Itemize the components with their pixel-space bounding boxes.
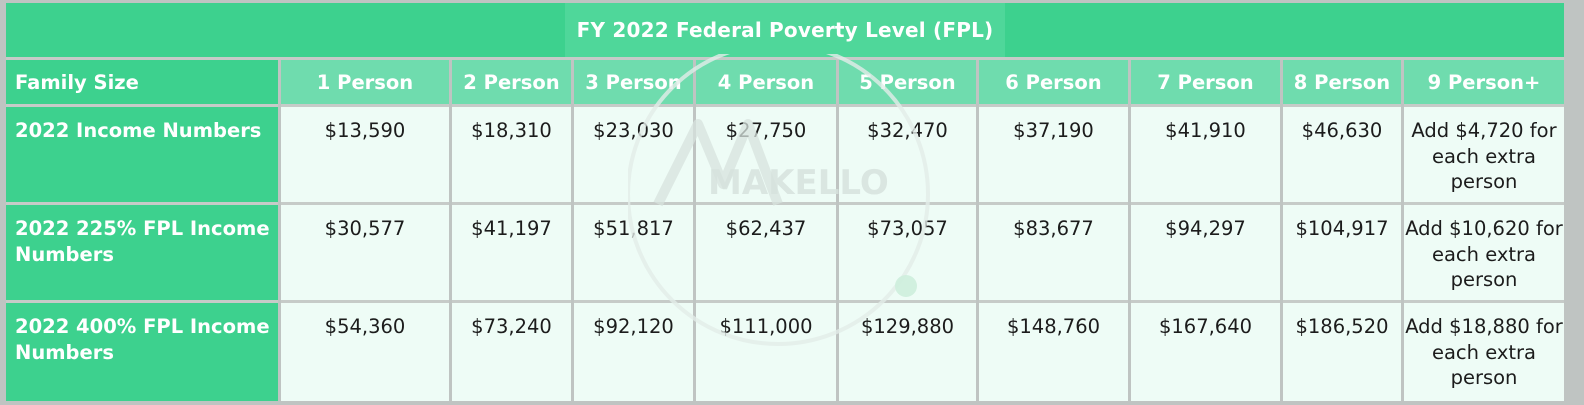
column-header-4: 4 Person	[696, 60, 836, 107]
table-cell: Add $10,620 for each extra person	[1404, 205, 1564, 303]
table-cell: $18,310	[452, 107, 571, 205]
table-row: 2022 400% FPL Income Numbers $54,360 $73…	[6, 303, 1564, 401]
table-cell: $83,677	[979, 205, 1128, 303]
table-cell: $186,520	[1283, 303, 1401, 401]
table-cell: $104,917	[1283, 205, 1401, 303]
column-header-6: 6 Person	[979, 60, 1128, 107]
column-header-5: 5 Person	[839, 60, 976, 107]
column-header-2: 2 Person	[452, 60, 571, 107]
table-cell: $54,360	[281, 303, 449, 401]
table-cell: $37,190	[979, 107, 1128, 205]
table-cell: $27,750	[696, 107, 836, 205]
table-cell: $23,030	[574, 107, 693, 205]
table-cell: $94,297	[1131, 205, 1280, 303]
table-cell: $41,910	[1131, 107, 1280, 205]
table-row: 2022 225% FPL Income Numbers $30,577 $41…	[6, 205, 1564, 303]
table-title-text: FY 2022 Federal Poverty Level (FPL)	[564, 3, 1006, 57]
table-cell: $92,120	[574, 303, 693, 401]
table-cell: $30,577	[281, 205, 449, 303]
table-cell: $41,197	[452, 205, 571, 303]
table-cell: $111,000	[696, 303, 836, 401]
table-cell: $46,630	[1283, 107, 1401, 205]
table-title: FY 2022 Federal Poverty Level (FPL)	[6, 3, 1564, 60]
table-cell: $129,880	[839, 303, 976, 401]
column-header-8: 8 Person	[1283, 60, 1401, 107]
table-cell: $62,437	[696, 205, 836, 303]
row-label: 2022 225% FPL Income Numbers	[6, 205, 278, 303]
table-row: 2022 Income Numbers $13,590 $18,310 $23,…	[6, 107, 1564, 205]
column-header-7: 7 Person	[1131, 60, 1280, 107]
table-cell: Add $18,880 for each extra person	[1404, 303, 1564, 401]
table-cell: $32,470	[839, 107, 976, 205]
header-row: Family Size 1 Person 2 Person 3 Person 4…	[6, 60, 1564, 107]
table-cell: $13,590	[281, 107, 449, 205]
row-label: 2022 Income Numbers	[6, 107, 278, 205]
table-cell: $148,760	[979, 303, 1128, 401]
table-cell: Add $4,720 for each extra person	[1404, 107, 1564, 205]
row-label: 2022 400% FPL Income Numbers	[6, 303, 278, 401]
family-size-header: Family Size	[6, 60, 278, 107]
table-cell: $73,240	[452, 303, 571, 401]
column-header-3: 3 Person	[574, 60, 693, 107]
fpl-table: FY 2022 Federal Poverty Level (FPL) Fami…	[3, 3, 1567, 401]
table-cell: $73,057	[839, 205, 976, 303]
table-cell: $51,817	[574, 205, 693, 303]
column-header-9: 9 Person+	[1404, 60, 1564, 107]
table-cell: $167,640	[1131, 303, 1280, 401]
column-header-1: 1 Person	[281, 60, 449, 107]
